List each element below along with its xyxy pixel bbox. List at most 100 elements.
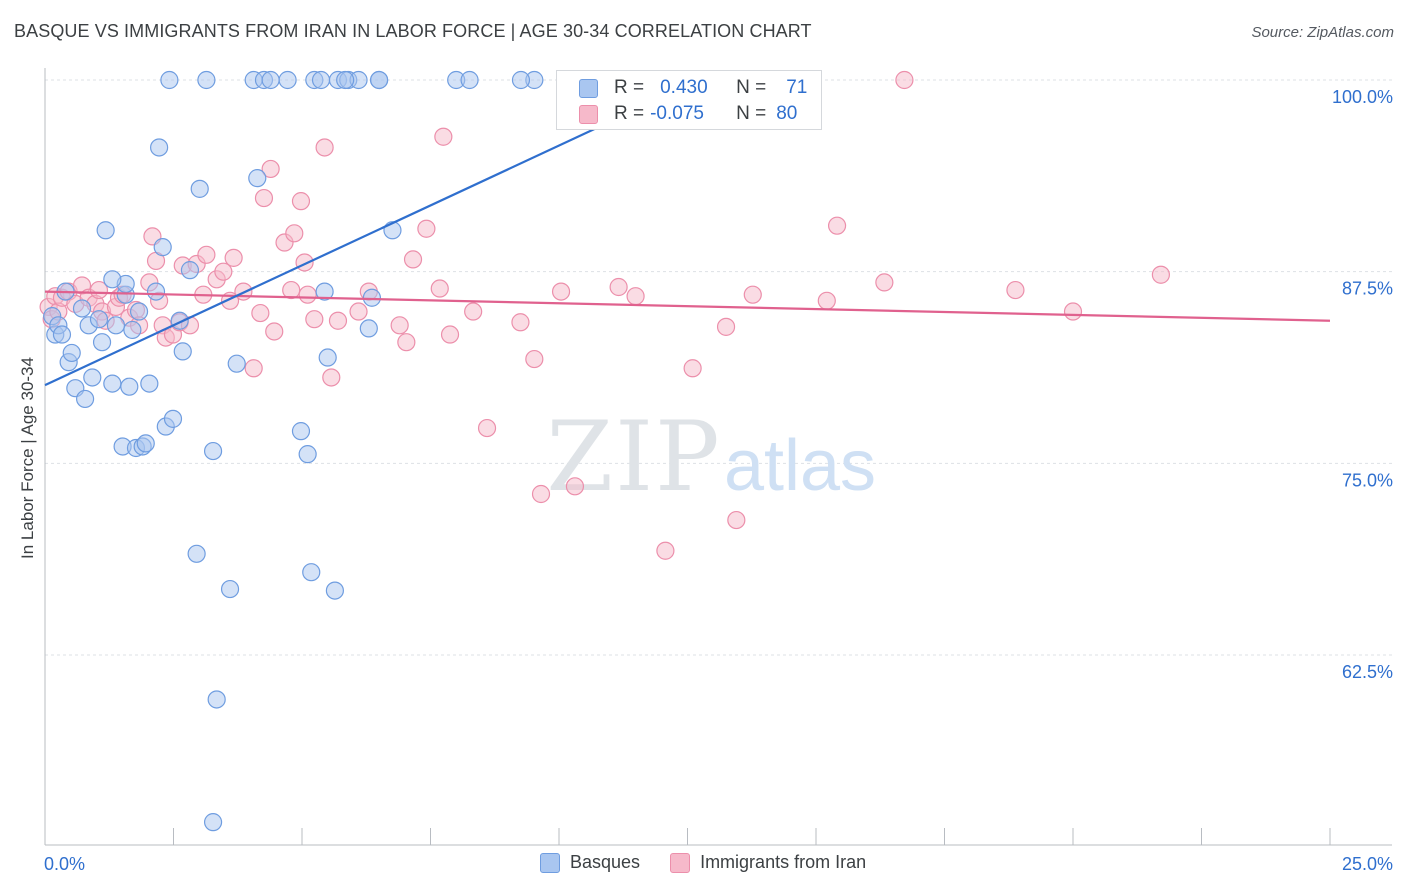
- iran-point: [1063, 302, 1083, 321]
- iran-point: [525, 349, 544, 369]
- basque-point: [83, 368, 102, 387]
- n-value: 71: [786, 77, 808, 98]
- basque-point: [72, 299, 92, 318]
- basque-point: [103, 374, 122, 393]
- iran-point: [1151, 265, 1170, 284]
- basque-point: [75, 389, 95, 409]
- basque-point: [96, 221, 115, 240]
- y-tick-label: 62.5%: [1342, 662, 1393, 682]
- basque-point: [511, 70, 531, 90]
- iran-point: [282, 280, 301, 300]
- iran-point: [464, 302, 483, 321]
- basque-point: [362, 288, 382, 307]
- legend-label-basques: Basques: [570, 852, 641, 872]
- iran-point: [197, 245, 216, 264]
- watermark-atlas: atlas: [724, 426, 876, 506]
- iran-legend-swatch: [670, 852, 691, 873]
- basque-point: [336, 70, 355, 90]
- iran-point: [349, 302, 368, 321]
- r-label: R =: [614, 77, 645, 98]
- basque-point: [315, 282, 334, 301]
- basque-point: [129, 302, 149, 321]
- iran-point: [305, 310, 324, 329]
- basques-legend-swatch: [540, 852, 560, 873]
- basque-point: [173, 342, 192, 361]
- iran-point: [403, 250, 423, 269]
- n-label: N =: [736, 103, 767, 124]
- basque-point: [52, 325, 72, 344]
- basque-point: [92, 333, 112, 352]
- iran-point: [390, 316, 409, 335]
- iran-point: [743, 285, 762, 304]
- iran-point: [727, 510, 746, 530]
- iran-point: [261, 159, 280, 179]
- basque-point: [153, 238, 172, 257]
- iran-point: [298, 285, 317, 304]
- basque-point: [103, 270, 122, 289]
- basque-point: [302, 563, 321, 582]
- x-tick-label: 0.0%: [44, 854, 85, 874]
- iran-point: [440, 325, 460, 344]
- iran-point: [265, 322, 284, 341]
- iran-point: [817, 291, 836, 310]
- basque-point: [311, 70, 331, 90]
- stats-row-basques: R = 0.430 N = 71: [579, 76, 807, 100]
- basque-point: [203, 813, 223, 832]
- y-tick-label: 100.0%: [1332, 87, 1393, 107]
- basque-point: [190, 179, 209, 198]
- iran-point: [511, 313, 530, 332]
- iran-point: [291, 192, 311, 211]
- legend-item-iran: Immigrants from Iran: [670, 852, 866, 873]
- iran-point: [224, 248, 243, 267]
- y-tick-label: 75.0%: [1342, 470, 1393, 490]
- iran-point: [251, 303, 270, 323]
- iran-point: [254, 188, 274, 208]
- basque-point: [160, 70, 179, 90]
- basque-points: [43, 70, 544, 832]
- iran-swatch: [579, 104, 598, 124]
- basque-point: [106, 316, 126, 335]
- basque-point: [261, 70, 280, 90]
- watermark-zip: ZIP: [546, 401, 721, 513]
- iran-point: [285, 224, 304, 243]
- axes: [44, 68, 1392, 846]
- basque-point: [163, 409, 183, 428]
- basque-point: [62, 343, 81, 363]
- r-value: 0.430: [660, 77, 708, 98]
- basque-point: [278, 70, 297, 90]
- stats-row-iran: R = -0.075 N = 80: [579, 102, 797, 126]
- iran-point: [683, 359, 702, 378]
- iran-point: [89, 280, 109, 300]
- basque-point: [180, 261, 200, 280]
- legend-item-basques: Basques: [540, 852, 640, 873]
- r-label: R =: [614, 103, 645, 124]
- iran-point: [315, 138, 334, 157]
- basque-point: [220, 579, 240, 599]
- iran-point: [1006, 280, 1025, 300]
- y-tick-label: 87.5%: [1342, 279, 1393, 299]
- iran-point: [551, 282, 571, 301]
- basque-point: [187, 544, 206, 563]
- basques-swatch: [579, 78, 598, 98]
- tick-labels: 62.5% 75.0% 87.5% 100.0% 0.0% 25.0%: [44, 87, 1393, 874]
- iran-point: [322, 368, 341, 387]
- iran-trend-line: [44, 290, 1331, 322]
- basque-point: [123, 320, 142, 340]
- iran-point: [895, 70, 914, 90]
- watermark: ZIP atlas: [546, 401, 876, 513]
- iran-point: [626, 287, 645, 306]
- basque-point: [140, 374, 159, 393]
- iran-point: [434, 127, 453, 146]
- basque-point: [150, 138, 169, 157]
- chart-title: BASQUE VS IMMIGRANTS FROM IRAN IN LABOR …: [14, 21, 812, 41]
- basque-point: [146, 282, 166, 301]
- legend-label-iran: Immigrants from Iran: [700, 852, 867, 872]
- iran-point: [430, 279, 449, 298]
- basque-point: [203, 441, 223, 461]
- basque-point: [227, 354, 246, 373]
- basque-point: [197, 70, 216, 90]
- iran-point: [397, 333, 416, 352]
- iran-point: [565, 477, 585, 496]
- r-value: -0.075: [650, 103, 704, 124]
